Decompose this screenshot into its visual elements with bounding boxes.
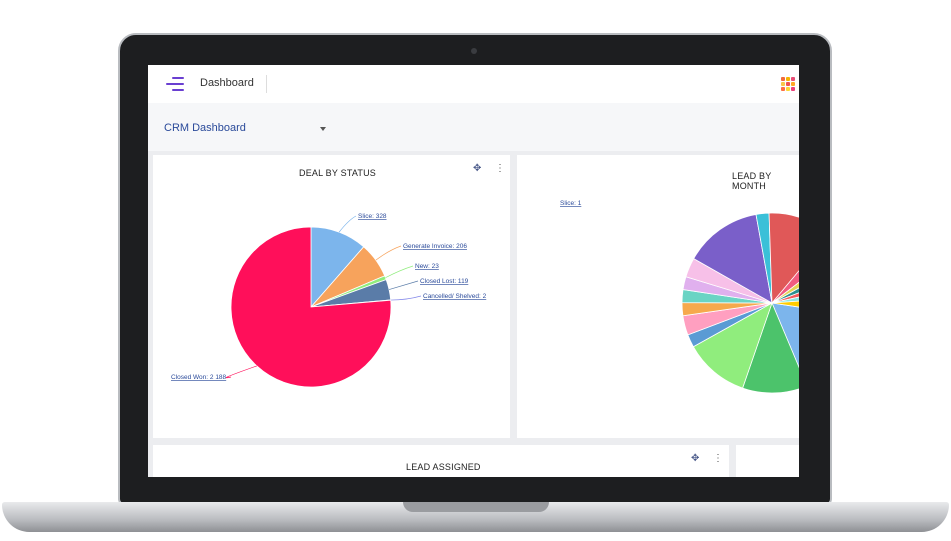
pie-data-label: New: 23 — [415, 263, 439, 270]
pie-slice — [768, 212, 799, 305]
connector-line — [225, 365, 257, 379]
deal-by-status-panel: DEAL BY STATUS ✥ ⋮ Slice: 328 Generate In… — [153, 155, 510, 438]
pie-data-label: Closed Lost: 119 — [420, 278, 469, 285]
divider — [266, 75, 267, 93]
pie-slice — [742, 301, 799, 394]
lead-by-month-panel: LEAD BY MONTH QFBA Marketing: 244QFBA Ma… — [517, 155, 799, 438]
chevron-down-icon[interactable] — [320, 127, 326, 131]
top-bar: Dashboard — [148, 65, 799, 103]
pie-slice — [771, 270, 799, 304]
connector-line — [375, 245, 402, 261]
pie-slice — [771, 300, 799, 308]
pie-slice — [771, 281, 799, 304]
pie-slice — [693, 213, 773, 304]
pie-data-label: Closed Won: 2 188 — [171, 374, 227, 381]
dashboard-selector-bar — [148, 103, 799, 151]
camera-icon — [471, 48, 477, 54]
connector-line — [388, 280, 419, 290]
deal-status-pie-chart: Slice: 328 Generate Invoice: 206 New: 23 Cl… — [171, 213, 487, 388]
lead-assigned-panel: LEAD ASSIGNED ✥ ⋮ — [153, 445, 729, 477]
pie-slice — [692, 302, 773, 389]
connector-line — [385, 265, 414, 279]
panel-title: DEAL BY STATUS — [299, 168, 376, 178]
page-title: Dashboard — [200, 77, 254, 89]
apps-grid-icon[interactable] — [781, 77, 795, 91]
kebab-menu-icon[interactable]: ⋮ — [713, 453, 723, 464]
connector-line — [338, 215, 357, 233]
laptop-notch — [403, 502, 549, 512]
panel-title: LEAD ASSIGNED — [406, 462, 481, 472]
menu-icon[interactable] — [166, 77, 184, 91]
move-icon[interactable]: ✥ — [473, 163, 482, 174]
connector-line — [390, 295, 422, 301]
lead-month-pie-chart: QFBA Marketing: 244QFBA Marketing: 241Za… — [560, 200, 799, 394]
pie-data-label: Slice: 328 — [358, 213, 387, 220]
pie-data-label: Slice: 1 — [560, 200, 582, 207]
side-panel — [736, 445, 799, 477]
app-screen: Dashboard CRM Dashboard DEAL BY STATUS ✥… — [148, 65, 799, 477]
pie-slice — [771, 292, 799, 304]
dashboard-select[interactable]: CRM Dashboard — [164, 122, 246, 134]
pie-slice — [771, 287, 799, 304]
panel-title: LEAD BY MONTH — [732, 171, 772, 191]
move-icon[interactable]: ✥ — [691, 453, 700, 464]
kebab-menu-icon[interactable]: ⋮ — [495, 163, 505, 174]
pie-data-label: Generate Invoice: 206 — [403, 243, 467, 250]
pie-data-label: Cancelled/ Shelved: 2 — [423, 293, 487, 300]
